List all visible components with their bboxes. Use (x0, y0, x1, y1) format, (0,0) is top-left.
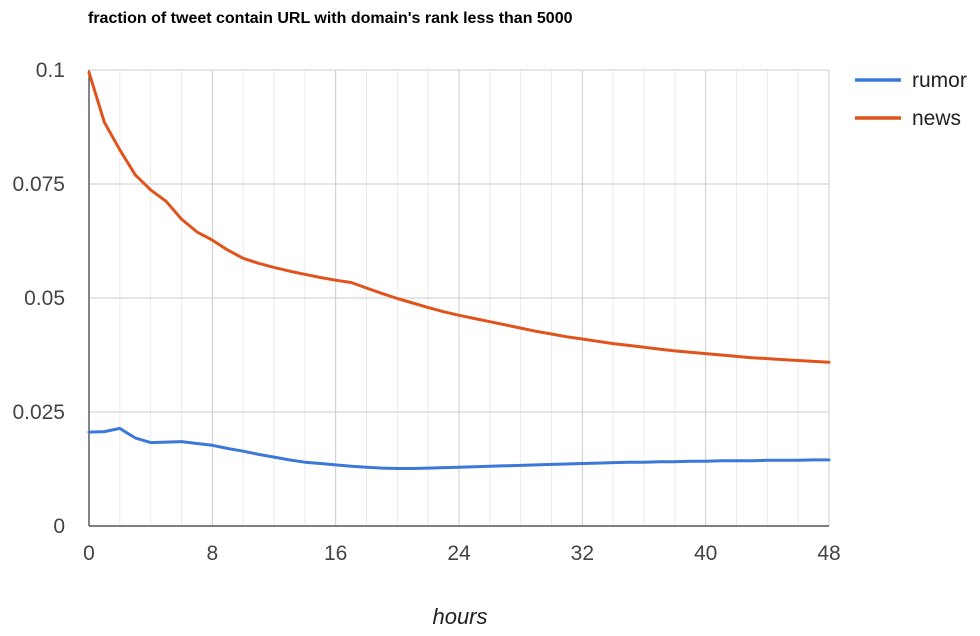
series-layer (87, 70, 831, 470)
axes (88, 70, 829, 527)
legend-label-news: news (912, 107, 961, 130)
y-tick-label: 0.05 (24, 287, 65, 310)
y-tick-label: 0.1 (36, 59, 65, 82)
major-gridlines (89, 69, 830, 526)
y-tick-label: 0.025 (12, 401, 65, 424)
x-axis-title: hours (432, 604, 487, 629)
x-tick-label: 8 (206, 542, 218, 565)
series-line-news (87, 70, 831, 364)
x-tick-label: 0 (83, 542, 95, 565)
legend-label-rumor: rumor (912, 69, 967, 92)
x-tick-label: 40 (694, 542, 717, 565)
y-tick-labels: 0 0.025 0.05 0.075 0.1 (12, 59, 65, 538)
y-tick-label: 0 (53, 515, 65, 538)
x-tick-label: 32 (571, 542, 594, 565)
y-tick-label: 0.075 (12, 173, 65, 196)
x-tick-label: 48 (817, 542, 840, 565)
legend: rumor news (855, 69, 967, 130)
chart-title: fraction of tweet contain URL with domai… (88, 10, 573, 27)
x-tick-label: 16 (324, 542, 347, 565)
x-tick-label: 24 (447, 542, 471, 565)
x-tick-labels: 0 8 16 24 32 40 48 (83, 542, 841, 565)
series-line-rumor (87, 426, 831, 470)
